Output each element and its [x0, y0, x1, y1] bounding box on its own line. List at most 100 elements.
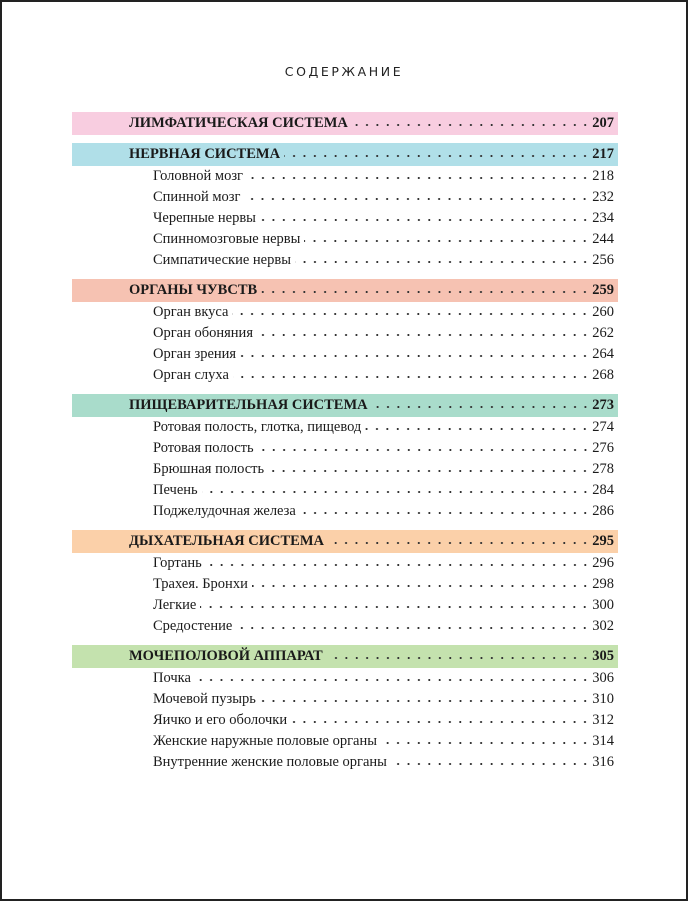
toc-entry-label: Спинной мозг	[153, 189, 241, 205]
dot-leader	[304, 239, 591, 243]
section-header-page-number: 207	[592, 115, 614, 131]
section-header: ЛИМФАТИЧЕСКАЯ СИСТЕМА 207	[72, 112, 618, 135]
toc-entry: Женские наружные половые органы 314	[72, 731, 618, 752]
toc-entry: Трахея. Бронхи 298	[72, 574, 618, 595]
toc-entry: Внутренние женские половые органы 316	[72, 752, 618, 773]
toc-entry-label: Печень	[153, 482, 198, 498]
toc-entry-page-number: 300	[592, 597, 614, 613]
section-header-label: ОРГАНЫ ЧУВСТВ	[129, 282, 258, 298]
dot-leader	[257, 333, 591, 337]
dot-leader	[259, 699, 591, 703]
toc-entry: Орган зрения 264	[72, 344, 618, 365]
toc-entry: Ротовая полость 276	[72, 438, 618, 459]
section-header: МОЧЕПОЛОВОЙ АППАРАТ 305	[72, 645, 618, 668]
toc-entry-page-number: 286	[592, 503, 614, 519]
toc-entry-page-number: 312	[592, 712, 614, 728]
toc-entry-label: Яичко и его оболочки	[153, 712, 288, 728]
toc-entry-page-number: 244	[592, 231, 614, 247]
section-header-label: ДЫХАТЕЛЬНАЯ СИСТЕМА	[129, 533, 324, 549]
toc-entry: Черепные нервы 234	[72, 208, 618, 229]
toc-entry-label: Симпатические нервы	[153, 252, 291, 268]
toc-entry: Брюшная полость 278	[72, 459, 618, 480]
dot-leader	[268, 469, 591, 473]
toc-entry-page-number: 264	[592, 346, 614, 362]
toc-entry: Легкие 300	[72, 595, 618, 616]
table-of-contents: ЛИМФАТИЧЕСКАЯ СИСТЕМА 207 НЕРВНАЯ СИСТЕМА 2…	[72, 112, 618, 781]
toc-entry-page-number: 278	[592, 461, 614, 477]
section-header-label: МОЧЕПОЛОВОЙ АППАРАТ	[129, 648, 323, 664]
section-header-page-number: 217	[592, 146, 614, 162]
toc-entry-page-number: 218	[592, 168, 614, 184]
toc-entry-page-number: 314	[592, 733, 614, 749]
toc-entry: Спинной мозг 232	[72, 187, 618, 208]
toc-entry-label: Орган слуха	[153, 367, 229, 383]
toc-entry: Средостение 302	[72, 616, 618, 637]
dot-leader	[259, 218, 591, 222]
toc-entry-label: Гортань	[153, 555, 202, 571]
toc-entry: Почка 306	[72, 668, 618, 689]
toc-entry-page-number: 260	[592, 304, 614, 320]
toc-entry-label: Орган вкуса	[153, 304, 229, 320]
toc-entry: Симпатические нервы 256	[72, 250, 618, 271]
dot-leader	[194, 678, 591, 682]
dot-leader	[381, 741, 591, 745]
dot-leader	[201, 490, 591, 494]
toc-entry: Ротовая полость, глотка, пищевод 274	[72, 417, 618, 438]
dot-leader	[261, 290, 591, 294]
toc-entry-label: Средостение	[153, 618, 233, 634]
toc-entry: Печень 284	[72, 480, 618, 501]
toc-entry-label: Ротовая полость, глотка, пищевод	[153, 419, 362, 435]
section-header-label: НЕРВНАЯ СИСТЕМА	[129, 146, 281, 162]
toc-entry-label: Ротовая полость	[153, 440, 254, 456]
toc-entry-page-number: 232	[592, 189, 614, 205]
toc-entry: Спинномозговые нервы 244	[72, 229, 618, 250]
dot-leader	[244, 197, 591, 201]
toc-entry-page-number: 316	[592, 754, 614, 770]
dot-leader	[232, 312, 591, 316]
toc-section: ОРГАНЫ ЧУВСТВ 259 Орган вкуса 260 Орган обон…	[72, 279, 618, 386]
toc-entry-label: Черепные нервы	[153, 210, 256, 226]
section-header: ПИЩЕВАРИТЕЛЬНАЯ СИСТЕМА 273	[72, 394, 618, 417]
toc-entry: Яичко и его оболочки 312	[72, 710, 618, 731]
section-header-page-number: 305	[592, 648, 614, 664]
dot-leader	[236, 626, 591, 630]
dot-leader	[247, 176, 591, 180]
toc-entry-page-number: 262	[592, 325, 614, 341]
toc-entry-label: Почка	[153, 670, 191, 686]
toc-section: ЛИМФАТИЧЕСКАЯ СИСТЕМА 207	[72, 112, 618, 135]
toc-entry: Гортань 296	[72, 553, 618, 574]
section-header: ОРГАНЫ ЧУВСТВ 259	[72, 279, 618, 302]
toc-entry-label: Трахея. Бронхи	[153, 576, 248, 592]
toc-entry: Поджелудочная железа 286	[72, 501, 618, 522]
dot-leader	[351, 123, 591, 127]
toc-entry-page-number: 306	[592, 670, 614, 686]
toc-entry-label: Брюшная полость	[153, 461, 265, 477]
dot-leader	[284, 154, 591, 158]
toc-entry-label: Спинномозговые нервы	[153, 231, 301, 247]
toc-entry-page-number: 268	[592, 367, 614, 383]
page-title: СОДЕРЖАНИЕ	[284, 64, 404, 79]
toc-section: ДЫХАТЕЛЬНАЯ СИСТЕМА 295 Гортань 296 Трахея. …	[72, 530, 618, 637]
section-header: ДЫХАТЕЛЬНАЯ СИСТЕМА 295	[72, 530, 618, 553]
toc-entry-page-number: 256	[592, 252, 614, 268]
dot-leader	[365, 427, 591, 431]
toc-section: ПИЩЕВАРИТЕЛЬНАЯ СИСТЕМА 273 Ротовая полост…	[72, 394, 618, 522]
dot-leader	[294, 260, 591, 264]
toc-entry: Орган слуха 268	[72, 365, 618, 386]
section-header-page-number: 259	[592, 282, 614, 298]
dot-leader	[232, 375, 591, 379]
toc-entry-label: Орган обоняния	[153, 325, 253, 341]
toc-section: НЕРВНАЯ СИСТЕМА 217 Головной мозг 218 Спинно…	[72, 143, 618, 271]
dot-leader	[328, 541, 591, 545]
toc-entry-page-number: 284	[592, 482, 614, 498]
toc-entry-label: Мочевой пузырь	[153, 691, 256, 707]
toc-entry-page-number: 274	[592, 419, 614, 435]
dot-leader	[291, 720, 591, 724]
toc-entry: Головной мозг 218	[72, 166, 618, 187]
dot-leader	[251, 584, 591, 588]
toc-entry-label: Внутренние женские половые органы	[153, 754, 387, 770]
toc-entry-page-number: 310	[592, 691, 614, 707]
dot-leader	[200, 605, 591, 609]
dot-leader	[390, 762, 591, 766]
